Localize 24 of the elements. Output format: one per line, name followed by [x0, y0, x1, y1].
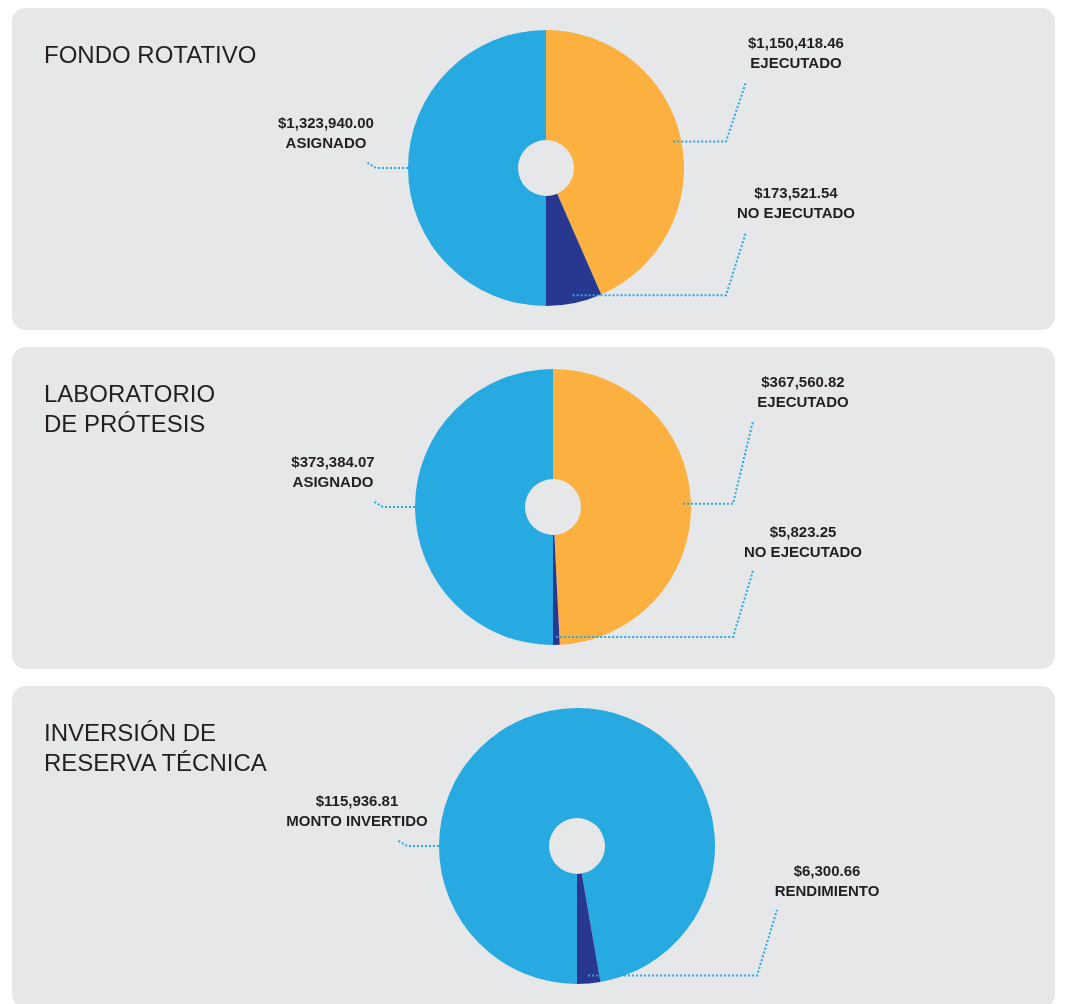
data-label: $6,300.66: [793, 862, 861, 879]
donut-slice: [546, 30, 684, 295]
donut-slice: [577, 873, 601, 984]
data-label: $115,936.81: [315, 792, 399, 809]
data-label: $1,150,418.46: [748, 34, 844, 51]
data-label: $367,560.82: [761, 373, 845, 390]
data-label: $1,323,940.00: [278, 114, 374, 131]
slice-label: EJECUTADO: [757, 393, 850, 410]
text: FONDO ROTATIVO: [44, 41, 257, 68]
slice-label: NO EJECUTADO: [743, 543, 863, 560]
data-label: $173,521.54: [754, 184, 839, 201]
data-label: $373,384.07: [291, 453, 375, 470]
slice-label: NO EJECUTADO: [736, 204, 856, 221]
slice-label: RENDIMIENTO: [774, 882, 880, 899]
slice-label: ASIGNADO: [292, 473, 374, 490]
donut-slice: [546, 193, 602, 306]
text: LABORATORIO DE PRÓTESIS: [44, 380, 216, 437]
donut-slice: [553, 369, 691, 645]
data-label: $5,823.25: [769, 523, 837, 540]
donut-slice: [553, 534, 560, 645]
slice-label: ASIGNADO: [285, 134, 367, 151]
slice-label: EJECUTADO: [750, 54, 843, 71]
text: INVERSIÓN DE RESERVA TÉCNICA: [44, 719, 267, 776]
slice-label: MONTO INVERTIDO: [286, 812, 429, 829]
